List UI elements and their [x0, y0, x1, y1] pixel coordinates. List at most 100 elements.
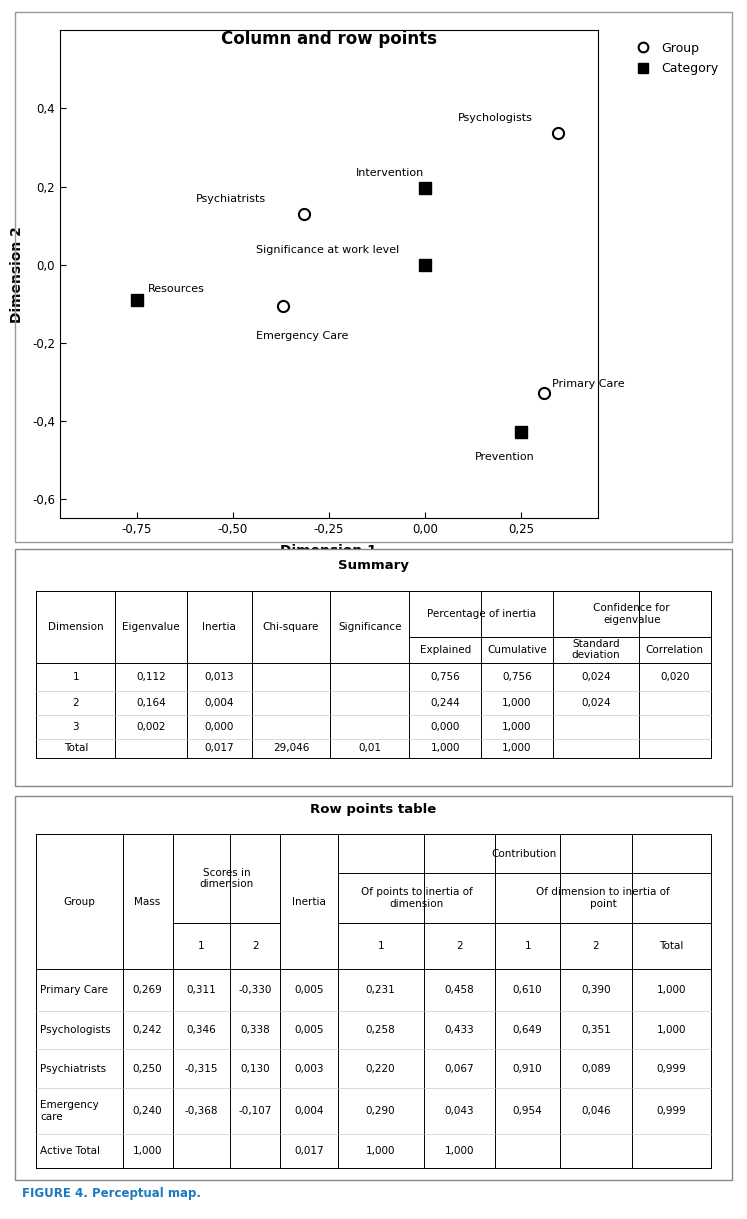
- Text: 1,000: 1,000: [444, 1146, 474, 1156]
- Text: 0,649: 0,649: [512, 1025, 542, 1035]
- Text: 0,244: 0,244: [430, 698, 460, 708]
- Text: 0,910: 0,910: [513, 1064, 542, 1074]
- Text: 0,002: 0,002: [137, 722, 166, 731]
- Text: Summary: Summary: [338, 558, 409, 572]
- Text: Correlation: Correlation: [645, 645, 704, 655]
- Text: Chi-square: Chi-square: [263, 622, 319, 631]
- Text: 0,954: 0,954: [512, 1106, 542, 1115]
- Text: 0,112: 0,112: [136, 672, 166, 681]
- Text: 0,003: 0,003: [294, 1064, 323, 1074]
- Text: 0,005: 0,005: [294, 1025, 323, 1035]
- Text: Row points table: Row points table: [310, 803, 437, 816]
- Text: Prevention: Prevention: [474, 451, 534, 462]
- Text: 1,000: 1,000: [502, 698, 532, 708]
- Text: 0,269: 0,269: [133, 985, 163, 995]
- Text: Cumulative: Cumulative: [487, 645, 547, 655]
- Text: 0,242: 0,242: [133, 1025, 163, 1035]
- Text: Significance: Significance: [338, 622, 402, 631]
- Text: 1: 1: [524, 941, 531, 951]
- Text: -0,107: -0,107: [238, 1106, 272, 1115]
- Text: 0,164: 0,164: [136, 698, 166, 708]
- FancyBboxPatch shape: [15, 549, 732, 786]
- Text: 2: 2: [592, 941, 599, 951]
- Text: Psychiatrists: Psychiatrists: [196, 194, 266, 204]
- Text: 0,017: 0,017: [205, 744, 234, 753]
- Text: 0,024: 0,024: [581, 698, 610, 708]
- Text: 1,000: 1,000: [502, 744, 532, 753]
- X-axis label: Dimension 1: Dimension 1: [280, 544, 377, 558]
- Text: 1: 1: [72, 672, 79, 681]
- Text: 29,046: 29,046: [273, 744, 309, 753]
- Text: 0,258: 0,258: [366, 1025, 396, 1035]
- Text: Resources: Resources: [148, 284, 205, 294]
- Text: 1,000: 1,000: [430, 744, 460, 753]
- Text: Psychologists: Psychologists: [40, 1025, 111, 1035]
- Text: Total: Total: [659, 941, 684, 951]
- Text: 0,999: 0,999: [656, 1106, 686, 1115]
- Text: 0,000: 0,000: [430, 722, 460, 731]
- Text: 0,433: 0,433: [444, 1025, 474, 1035]
- Text: 1,000: 1,000: [366, 1146, 395, 1156]
- Text: Significance at work level: Significance at work level: [255, 245, 399, 255]
- Text: 0,024: 0,024: [581, 672, 610, 681]
- Text: Intervention: Intervention: [356, 168, 424, 178]
- Text: 0,013: 0,013: [205, 672, 234, 681]
- Text: 0,046: 0,046: [581, 1106, 610, 1115]
- Text: Emergency
care: Emergency care: [40, 1100, 99, 1121]
- Text: 0,240: 0,240: [133, 1106, 162, 1115]
- Text: FIGURE 4. Perceptual map.: FIGURE 4. Perceptual map.: [22, 1187, 202, 1201]
- Text: 0,020: 0,020: [660, 672, 689, 681]
- Y-axis label: Dimension 2: Dimension 2: [10, 226, 24, 323]
- Text: 0,220: 0,220: [366, 1064, 395, 1074]
- Text: 0,250: 0,250: [133, 1064, 162, 1074]
- Text: 0,999: 0,999: [656, 1064, 686, 1074]
- Text: 0,231: 0,231: [366, 985, 396, 995]
- Text: 0,004: 0,004: [294, 1106, 323, 1115]
- Text: Scores in
dimension: Scores in dimension: [199, 868, 254, 890]
- Text: Confidence for
eigenvalue: Confidence for eigenvalue: [593, 603, 670, 624]
- Text: Percentage of inertia: Percentage of inertia: [427, 610, 536, 619]
- Text: 0,338: 0,338: [241, 1025, 270, 1035]
- Text: 2: 2: [456, 941, 463, 951]
- Text: 0,004: 0,004: [205, 698, 234, 708]
- Text: -0,368: -0,368: [185, 1106, 218, 1115]
- Text: 0,005: 0,005: [294, 985, 323, 995]
- Text: 0,089: 0,089: [581, 1064, 610, 1074]
- Text: Explained: Explained: [420, 645, 471, 655]
- Text: 1: 1: [198, 941, 205, 951]
- Text: Standard
deviation: Standard deviation: [571, 639, 620, 661]
- Text: 1,000: 1,000: [502, 722, 532, 731]
- Text: 1,000: 1,000: [133, 1146, 162, 1156]
- Text: 0,01: 0,01: [359, 744, 382, 753]
- Text: Eigenvalue: Eigenvalue: [123, 622, 180, 631]
- Text: Total: Total: [63, 744, 88, 753]
- Text: 0,351: 0,351: [581, 1025, 611, 1035]
- Text: Psychologists: Psychologists: [458, 113, 533, 123]
- Text: 0,756: 0,756: [430, 672, 460, 681]
- Text: Inertia: Inertia: [292, 897, 326, 907]
- Text: 2: 2: [72, 698, 79, 708]
- Text: 0,067: 0,067: [444, 1064, 474, 1074]
- Text: Active Total: Active Total: [40, 1146, 100, 1156]
- Text: 0,043: 0,043: [444, 1106, 474, 1115]
- Text: Group: Group: [63, 897, 96, 907]
- Text: Mass: Mass: [134, 897, 161, 907]
- Text: Of dimension to inertia of
point: Of dimension to inertia of point: [536, 887, 670, 908]
- Text: Of points to inertia of
dimension: Of points to inertia of dimension: [361, 887, 472, 908]
- Text: Contribution: Contribution: [492, 848, 557, 858]
- Text: 0,390: 0,390: [581, 985, 610, 995]
- Text: 1,000: 1,000: [657, 1025, 686, 1035]
- Text: 0,290: 0,290: [366, 1106, 395, 1115]
- Text: -0,315: -0,315: [185, 1064, 218, 1074]
- Text: 0,756: 0,756: [502, 672, 532, 681]
- Text: 0,311: 0,311: [187, 985, 217, 995]
- Text: Column and row points: Column and row points: [220, 30, 437, 49]
- Text: 0,610: 0,610: [513, 985, 542, 995]
- Text: Dimension: Dimension: [48, 622, 104, 631]
- Text: Primary Care: Primary Care: [552, 379, 624, 389]
- Text: 0,458: 0,458: [444, 985, 474, 995]
- Text: 0,346: 0,346: [187, 1025, 217, 1035]
- Text: Psychiatrists: Psychiatrists: [40, 1064, 106, 1074]
- FancyBboxPatch shape: [15, 796, 732, 1180]
- Text: 3: 3: [72, 722, 79, 731]
